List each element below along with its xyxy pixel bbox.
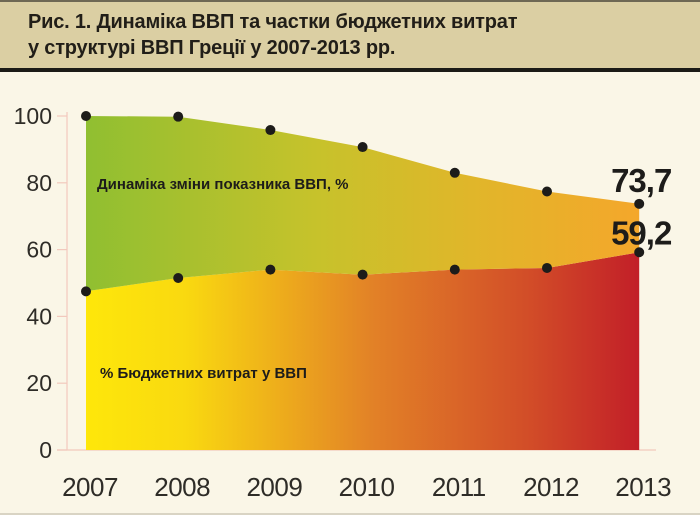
y-tick-label: 20	[26, 370, 52, 396]
data-point-marker-budget-2012	[542, 262, 552, 273]
data-point-marker-budget-2013	[634, 247, 645, 258]
data-point-marker-budget-2010	[357, 269, 368, 280]
end-value-label-gdp: 73,7	[611, 162, 671, 199]
x-tick-label: 2012	[523, 472, 579, 502]
data-point-marker-gdp-2010	[357, 142, 368, 153]
data-point-marker-gdp-2013	[634, 198, 645, 209]
data-point-marker-gdp-2009	[265, 125, 276, 136]
x-tick-label: 2009	[246, 472, 302, 502]
data-point-marker-gdp-2011	[449, 167, 460, 178]
x-tick-label: 2010	[339, 472, 395, 502]
y-tick-label: 100	[14, 103, 52, 129]
x-tick-label: 2007	[62, 472, 118, 502]
data-point-marker-gdp-2012	[542, 186, 552, 197]
y-tick-label: 0	[39, 437, 52, 463]
x-tick-label: 2013	[615, 472, 671, 502]
figure-title-line1: Рис. 1. Динаміка ВВП та частки бюджетних…	[28, 11, 518, 33]
page-top-edge	[0, 0, 700, 2]
data-point-marker-gdp-2007	[81, 111, 91, 121]
page-bottom-edge	[0, 513, 700, 515]
figure-header: Рис. 1. Динаміка ВВП та частки бюджетних…	[0, 0, 700, 72]
budget-area	[86, 252, 640, 450]
x-tick-label: 2011	[432, 472, 486, 502]
data-point-marker-budget-2009	[265, 264, 276, 275]
series-label-budget: % Бюджетних витрат у ВВП	[100, 365, 307, 382]
data-point-marker-budget-2007	[81, 286, 91, 297]
x-tick-label: 2008	[154, 472, 210, 502]
data-point-marker-budget-2008	[173, 272, 184, 283]
series-label-gdp: Динаміка зміни показника ВВП, %	[97, 176, 349, 193]
end-value-label-budget: 59,2	[611, 214, 672, 251]
y-tick-label: 80	[26, 170, 52, 196]
data-point-marker-gdp-2008	[173, 111, 184, 122]
gdp-area	[86, 116, 640, 292]
y-tick-label: 40	[26, 303, 52, 329]
figure-title-line2: у структурі ВВП Греції у 2007-2013 рр.	[28, 37, 396, 59]
y-tick-label: 60	[26, 237, 52, 263]
chart-area: 0 20 40 60 80 100 2007 2008 2009 2010 2011 2012 2013…	[14, 103, 673, 502]
data-point-marker-budget-2011	[449, 264, 460, 275]
